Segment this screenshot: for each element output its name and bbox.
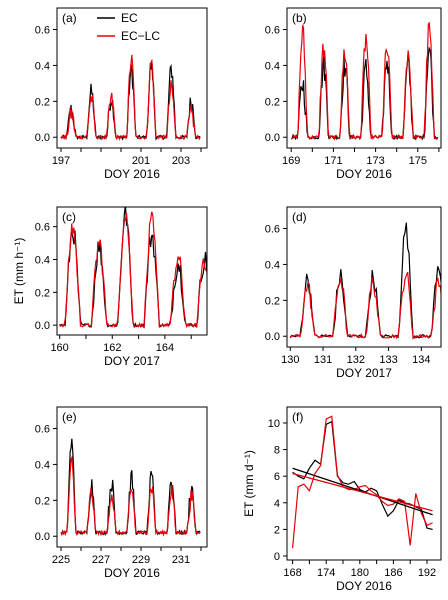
panel-label: (f) [292,410,303,424]
y-tick-label: 0.6 [35,424,50,436]
y-tick-label: 6 [274,471,280,483]
y-tick-label: 0.2 [35,96,50,108]
plot-area [292,415,433,549]
x-tick-label: 180 [351,567,369,579]
x-tick-label: 203 [172,155,190,167]
x-tick-label: 229 [132,554,150,566]
x-tick-label: 164 [156,342,174,354]
trend-eclc-line [292,472,433,512]
y-tick-label: 2 [274,524,280,536]
legend-label: EC [121,11,138,25]
panel-frame [286,206,442,348]
panel-label: (d) [292,210,307,224]
x-tick-label: 160 [50,342,68,354]
y-tick-label: 0.2 [265,295,280,307]
x-tick-label: 186 [384,567,402,579]
y-tick-label: 0.2 [265,96,280,108]
plot-area [291,21,439,141]
x-tick-label: 162 [103,342,121,354]
x-axis-label: DOY 2016 [104,167,160,181]
panel-frame [286,7,442,149]
panel-d: 130 131 132 133 134 0.0 0.2 0.4 0.6 DOY 2017 (d) [265,206,442,380]
x-axis-label: DOY 2017 [104,354,160,368]
y-tick-label: 0.0 [35,320,50,332]
y-tick-label: 0.6 [35,25,50,37]
panel-frame [56,206,208,336]
plot-area [59,207,207,329]
x-tick-label: 173 [366,155,384,167]
series-eclc-line [60,54,201,141]
x-tick-label: 134 [412,354,430,366]
panel-a: 197 201 203 0.0 0.2 0.4 0.6 DOY 2016 (a) EC EC−LC [35,7,208,181]
x-axis-label: DOY 2016 [336,579,392,593]
x-tick-label: 231 [172,554,190,566]
x-axis-label: DOY 2016 [336,167,392,181]
series-ec-line [289,222,441,340]
y-tick-label: 0.6 [265,25,280,37]
y-tick-label: 0.0 [265,331,280,343]
series-eclc-line [292,415,433,549]
panel-label: (e) [62,410,77,424]
y-tick-label: 0.6 [35,222,50,234]
plot-area [60,54,201,141]
panel-f: 168 174 180 186 192 0 2 4 6 8 10 DOY 2016 ET (mm d⁻¹… [242,406,442,593]
panel-b: 169 171 173 175 0.0 0.2 0.4 0.6 DOY 2016 (b) [265,7,442,181]
panel-label: (c) [62,210,76,224]
y-tick-label: 8 [274,445,280,457]
panel-label: (a) [62,11,77,25]
series-eclc-line [59,211,207,329]
x-tick-label: 201 [132,155,150,167]
x-tick-label: 174 [317,567,335,579]
x-tick-label: 197 [52,155,70,167]
x-tick-label: 169 [282,155,300,167]
x-tick-label: 225 [52,554,70,566]
y-tick-label: 0.0 [265,132,280,144]
x-tick-label: 131 [314,354,332,366]
plot-area [60,438,201,537]
y-axis-label: ET (mm d⁻¹) [242,450,256,517]
panel-c: 160 162 164 0.0 0.2 0.4 0.6 DOY 2017 ET (mm h⁻¹)… [12,206,208,368]
panel-frame [56,406,208,548]
series-ec-line [60,438,201,537]
panel-frame [56,7,208,149]
x-tick-label: 175 [409,155,427,167]
x-tick-label: 227 [92,554,110,566]
y-axis-label: ET (mm h⁻¹) [12,238,26,305]
panel-label: (b) [292,11,307,25]
y-tick-label: 0.2 [35,287,50,299]
y-tick-label: 0.4 [35,459,50,471]
series-eclc-line [291,21,439,141]
y-tick-label: 0 [274,551,280,563]
panel-frame [286,406,442,561]
y-tick-label: 0.4 [265,259,280,271]
plot-area [289,222,441,340]
y-tick-label: 0.0 [35,132,50,144]
x-axis-label: DOY 2017 [336,366,392,380]
series-ec-line [59,207,207,329]
x-tick-label: 133 [379,354,397,366]
y-tick-label: 10 [268,418,280,430]
series-eclc-line [289,271,441,340]
x-tick-label: 171 [324,155,342,167]
series-eclc-line [60,455,201,537]
y-tick-label: 0.6 [265,224,280,236]
series-ec-line [291,46,439,141]
x-tick-label: 168 [283,567,301,579]
y-tick-label: 0.4 [35,255,50,267]
x-tick-label: 192 [418,567,436,579]
x-tick-label: 132 [347,354,365,366]
legend-label: EC−LC [121,29,160,43]
x-tick-label: 130 [281,354,299,366]
y-tick-label: 0.0 [35,531,50,543]
x-axis-label: DOY 2016 [104,566,160,580]
legend: EC EC−LC [97,11,160,43]
y-tick-label: 4 [274,498,280,510]
y-tick-label: 0.2 [35,495,50,507]
y-tick-label: 0.4 [265,60,280,72]
panel-e: 225 227 229 231 0.0 0.2 0.4 0.6 DOY 2016 (e) [35,406,208,580]
y-tick-label: 0.4 [35,60,50,72]
